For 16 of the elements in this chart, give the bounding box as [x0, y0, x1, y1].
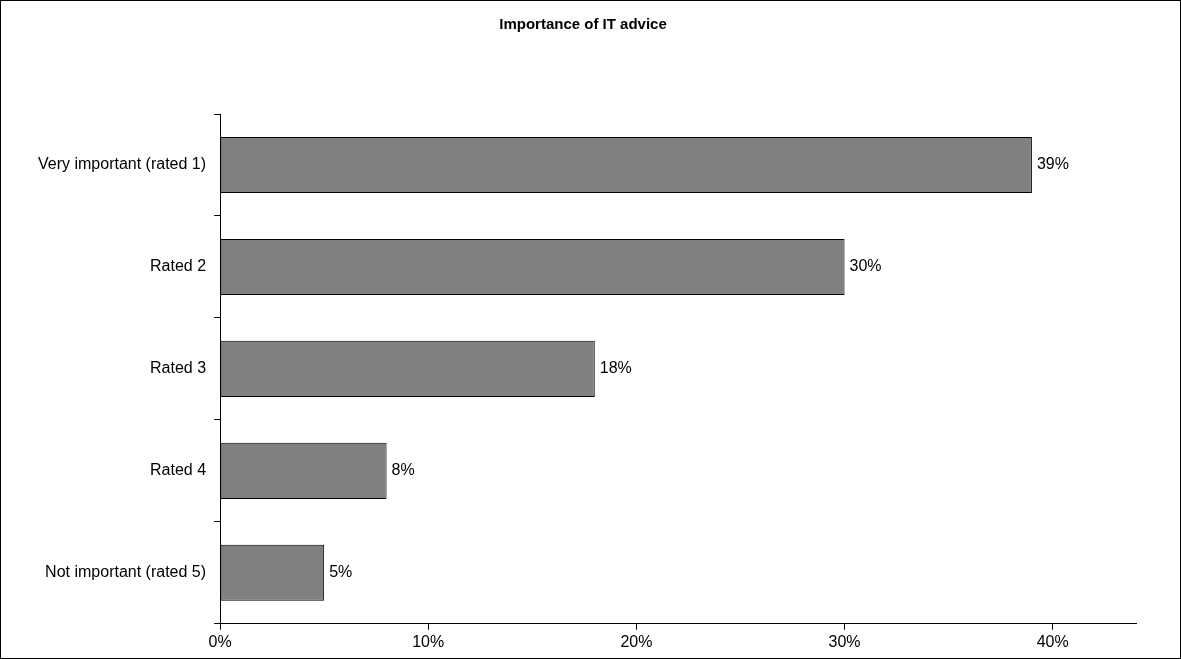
data-label: 5% [329, 563, 353, 581]
y-tick-label: Not important (rated 5) [45, 563, 207, 581]
x-tick-label: 0% [208, 632, 232, 650]
y-tick-label: Rated 3 [150, 359, 207, 377]
data-label: 18% [599, 359, 632, 377]
data-label: 30% [849, 257, 882, 275]
y-tick-label: Rated 2 [150, 257, 207, 275]
x-tick-label: 10% [412, 632, 445, 650]
chart-title: Importance of IT advice [499, 15, 667, 33]
x-tick-label: 30% [828, 632, 861, 650]
data-label: 8% [391, 461, 415, 479]
data-label: 39% [1036, 155, 1069, 173]
x-tick-label: 20% [620, 632, 653, 650]
y-tick-label: Rated 4 [150, 461, 207, 479]
x-tick-label: 40% [1036, 632, 1069, 650]
y-tick-label: Very important (rated 1) [37, 155, 207, 173]
